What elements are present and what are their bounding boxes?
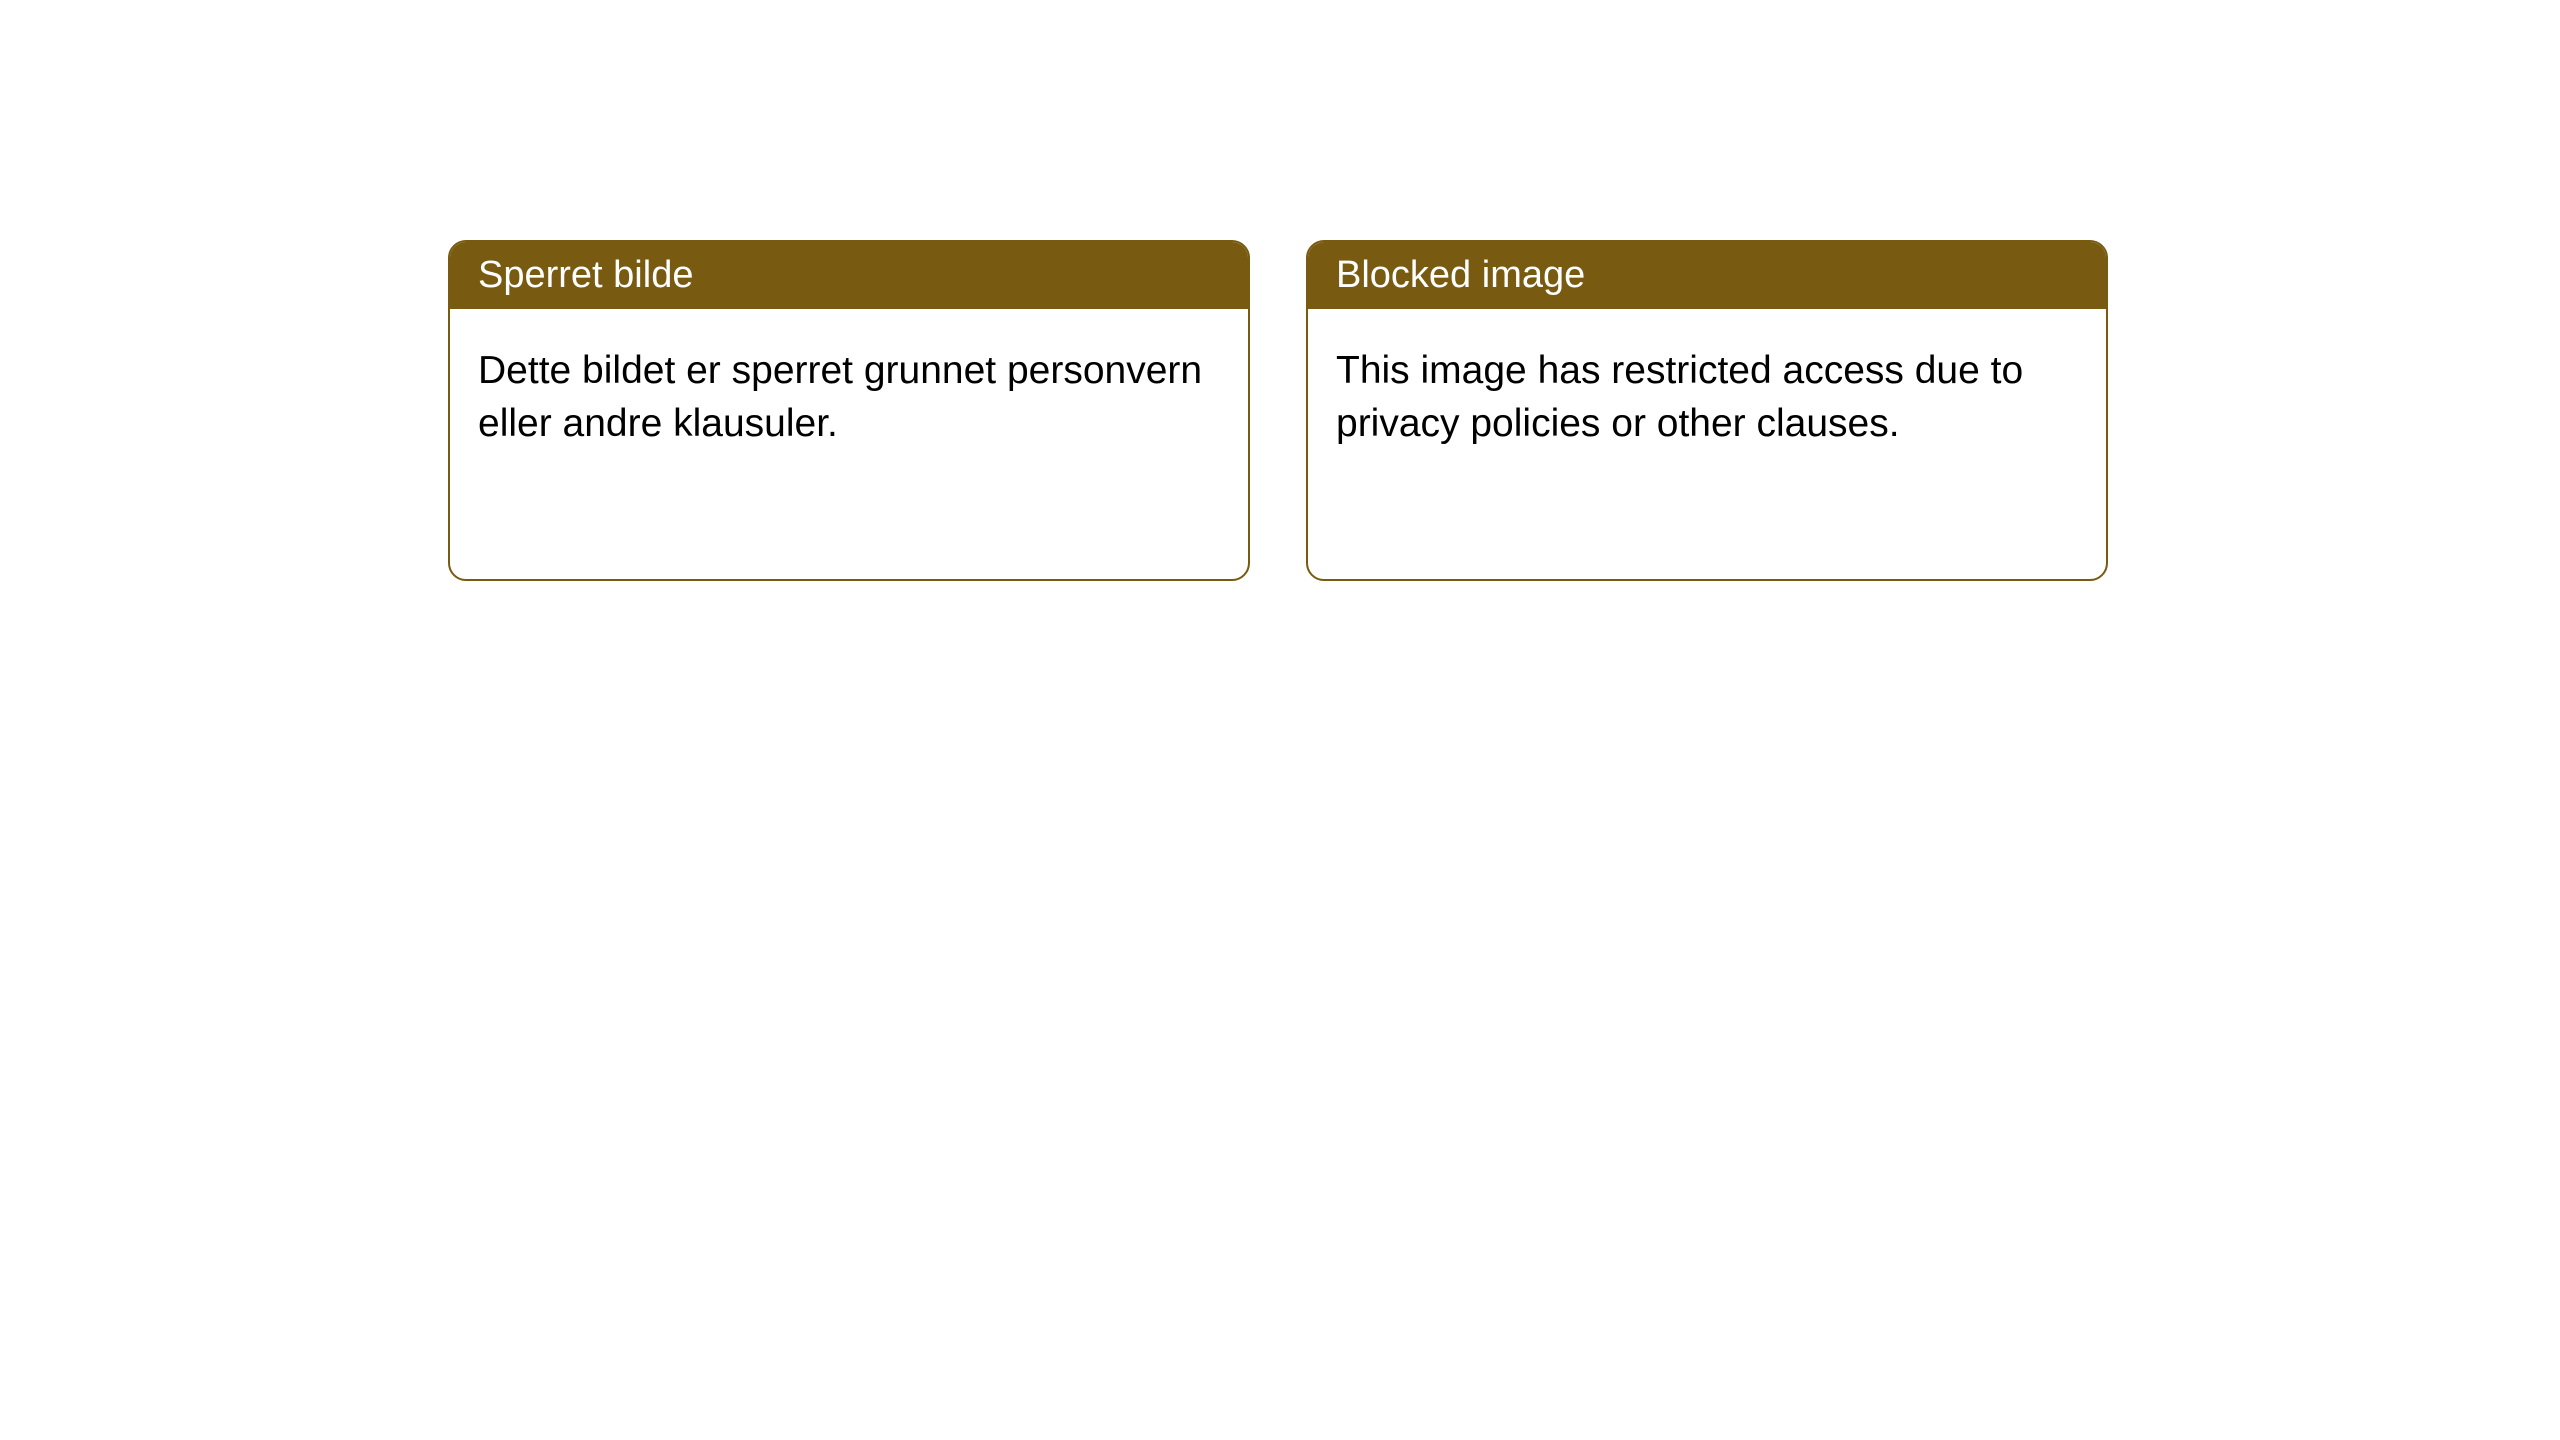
notice-body: This image has restricted access due to … <box>1308 309 2106 579</box>
notice-title: Sperret bilde <box>450 242 1248 309</box>
notice-body: Dette bildet er sperret grunnet personve… <box>450 309 1248 579</box>
notice-container: Sperret bilde Dette bildet er sperret gr… <box>0 0 2560 581</box>
notice-card-norwegian: Sperret bilde Dette bildet er sperret gr… <box>448 240 1250 581</box>
notice-title: Blocked image <box>1308 242 2106 309</box>
notice-card-english: Blocked image This image has restricted … <box>1306 240 2108 581</box>
